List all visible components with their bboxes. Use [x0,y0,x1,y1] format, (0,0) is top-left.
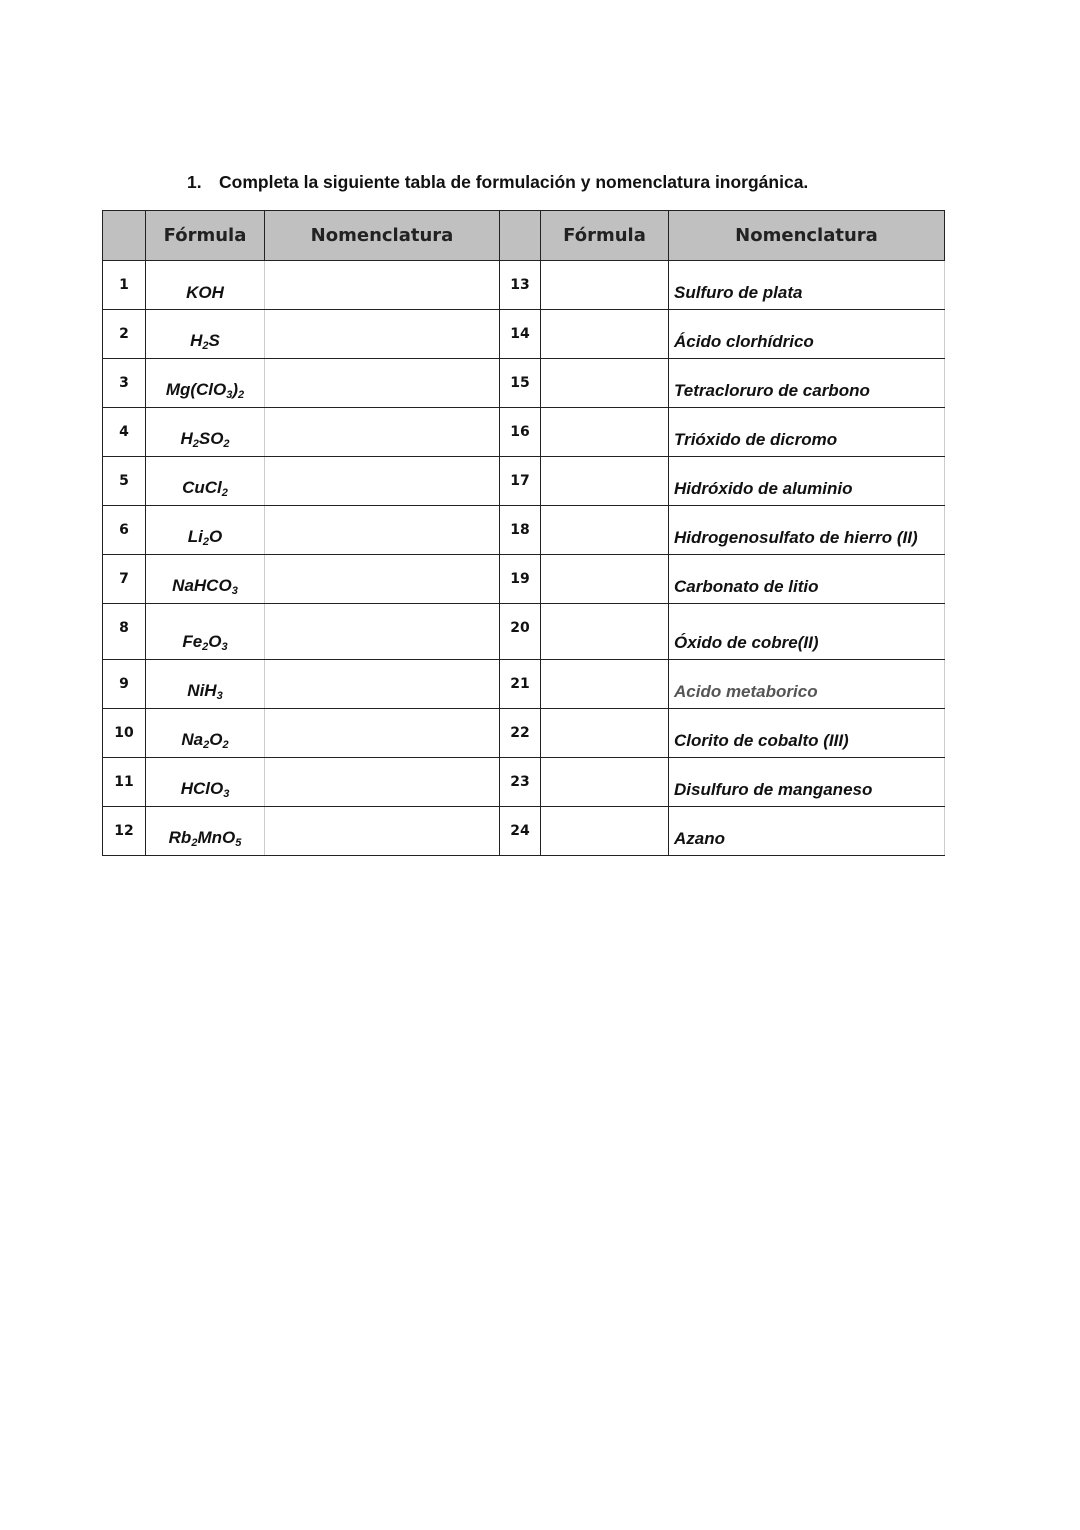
formula-cell: KOH [145,260,265,310]
formula-cell: Fe2O3 [145,603,265,660]
formula-cell: Rb2MnO5 [145,806,265,856]
nomenclature-cell: Clorito de cobalto (III) [668,708,945,758]
nomenclature-cell: Sulfuro de plata [668,260,945,310]
nomenclature-answer-cell[interactable] [264,659,500,709]
header-number [102,210,146,261]
row-number: 13 [499,260,541,310]
row-number: 8 [102,603,146,660]
exercise-instruction: Completa la siguiente tabla de formulaci… [219,172,809,192]
formula-cell: HClO3 [145,757,265,807]
formula-answer-cell[interactable] [540,757,669,807]
row-number: 19 [499,554,541,604]
row-number: 20 [499,603,541,660]
formula-cell: NiH3 [145,659,265,709]
row-number: 24 [499,806,541,856]
table-row: 1 KOH 13 Sulfuro de plata [102,260,945,310]
nomenclature-answer-cell[interactable] [264,806,500,856]
formula-cell: H2S [145,309,265,359]
nomenclature-cell: Carbonato de litio [668,554,945,604]
formula-cell: Li2O [145,505,265,555]
row-number: 3 [102,358,146,408]
nomenclature-answer-cell[interactable] [264,456,500,506]
table-row: 6 Li2O 18 Hidrogenosulfato de hierro (II) [102,505,945,555]
nomenclature-table: Fórmula Nomenclatura Fórmula Nomenclatur… [102,210,945,856]
row-number: 1 [102,260,146,310]
header-nomenclature: Nomenclatura [264,210,500,261]
row-number: 16 [499,407,541,457]
formula-cell: Na2O2 [145,708,265,758]
row-number: 18 [499,505,541,555]
nomenclature-cell: Trióxido de dicromo [668,407,945,457]
row-number: 23 [499,757,541,807]
table-row: 12 Rb2MnO5 24 Azano [102,806,945,856]
table-row: 10 Na2O2 22 Clorito de cobalto (III) [102,708,945,758]
table-row: 2 H2S 14 Ácido clorhídrico [102,309,945,359]
nomenclature-answer-cell[interactable] [264,757,500,807]
header-formula: Fórmula [145,210,265,261]
table-row: 3 Mg(ClO3)2 15 Tetracloruro de carbono [102,358,945,408]
formula-answer-cell[interactable] [540,554,669,604]
nomenclature-cell: Acido metaborico [668,659,945,709]
row-number: 22 [499,708,541,758]
row-number: 2 [102,309,146,359]
header-formula-2: Fórmula [540,210,669,261]
table-header-row: Fórmula Nomenclatura Fórmula Nomenclatur… [102,210,945,261]
table-row: 8 Fe2O3 20 Óxido de cobre(II) [102,603,945,660]
row-number: 14 [499,309,541,359]
formula-answer-cell[interactable] [540,505,669,555]
formula-cell: H2SO2 [145,407,265,457]
table-row: 9 NiH3 21 Acido metaborico [102,659,945,709]
row-number: 6 [102,505,146,555]
table-row: 4 H2SO2 16 Trióxido de dicromo [102,407,945,457]
nomenclature-cell: Óxido de cobre(II) [668,603,945,660]
formula-answer-cell[interactable] [540,708,669,758]
row-number: 5 [102,456,146,506]
row-number: 7 [102,554,146,604]
row-number: 12 [102,806,146,856]
formula-answer-cell[interactable] [540,659,669,709]
nomenclature-answer-cell[interactable] [264,407,500,457]
nomenclature-cell: Azano [668,806,945,856]
table-row: 5 CuCl2 17 Hidróxido de aluminio [102,456,945,506]
formula-answer-cell[interactable] [540,260,669,310]
nomenclature-answer-cell[interactable] [264,708,500,758]
row-number: 9 [102,659,146,709]
table-row: 7 NaHCO3 19 Carbonato de litio [102,554,945,604]
nomenclature-answer-cell[interactable] [264,309,500,359]
nomenclature-cell: Hidróxido de aluminio [668,456,945,506]
formula-cell: Mg(ClO3)2 [145,358,265,408]
header-number-2 [499,210,541,261]
formula-cell: CuCl2 [145,456,265,506]
formula-answer-cell[interactable] [540,603,669,660]
nomenclature-answer-cell[interactable] [264,260,500,310]
nomenclature-answer-cell[interactable] [264,358,500,408]
formula-answer-cell[interactable] [540,407,669,457]
row-number: 4 [102,407,146,457]
nomenclature-cell: Hidrogenosulfato de hierro (II) [668,505,945,555]
formula-answer-cell[interactable] [540,456,669,506]
nomenclature-answer-cell[interactable] [264,603,500,660]
nomenclature-cell: Ácido clorhídrico [668,309,945,359]
exercise-number: 1. [187,172,202,192]
row-number: 17 [499,456,541,506]
row-number: 10 [102,708,146,758]
formula-answer-cell[interactable] [540,309,669,359]
exercise-title: 1. Completa la siguiente tabla de formula… [187,172,808,193]
row-number: 21 [499,659,541,709]
formula-cell: NaHCO3 [145,554,265,604]
formula-answer-cell[interactable] [540,358,669,408]
row-number: 11 [102,757,146,807]
nomenclature-cell: Tetracloruro de carbono [668,358,945,408]
formula-answer-cell[interactable] [540,806,669,856]
table-row: 11 HClO3 23 Disulfuro de manganeso [102,757,945,807]
row-number: 15 [499,358,541,408]
nomenclature-answer-cell[interactable] [264,505,500,555]
header-nomenclature-2: Nomenclatura [668,210,945,261]
nomenclature-answer-cell[interactable] [264,554,500,604]
nomenclature-cell: Disulfuro de manganeso [668,757,945,807]
